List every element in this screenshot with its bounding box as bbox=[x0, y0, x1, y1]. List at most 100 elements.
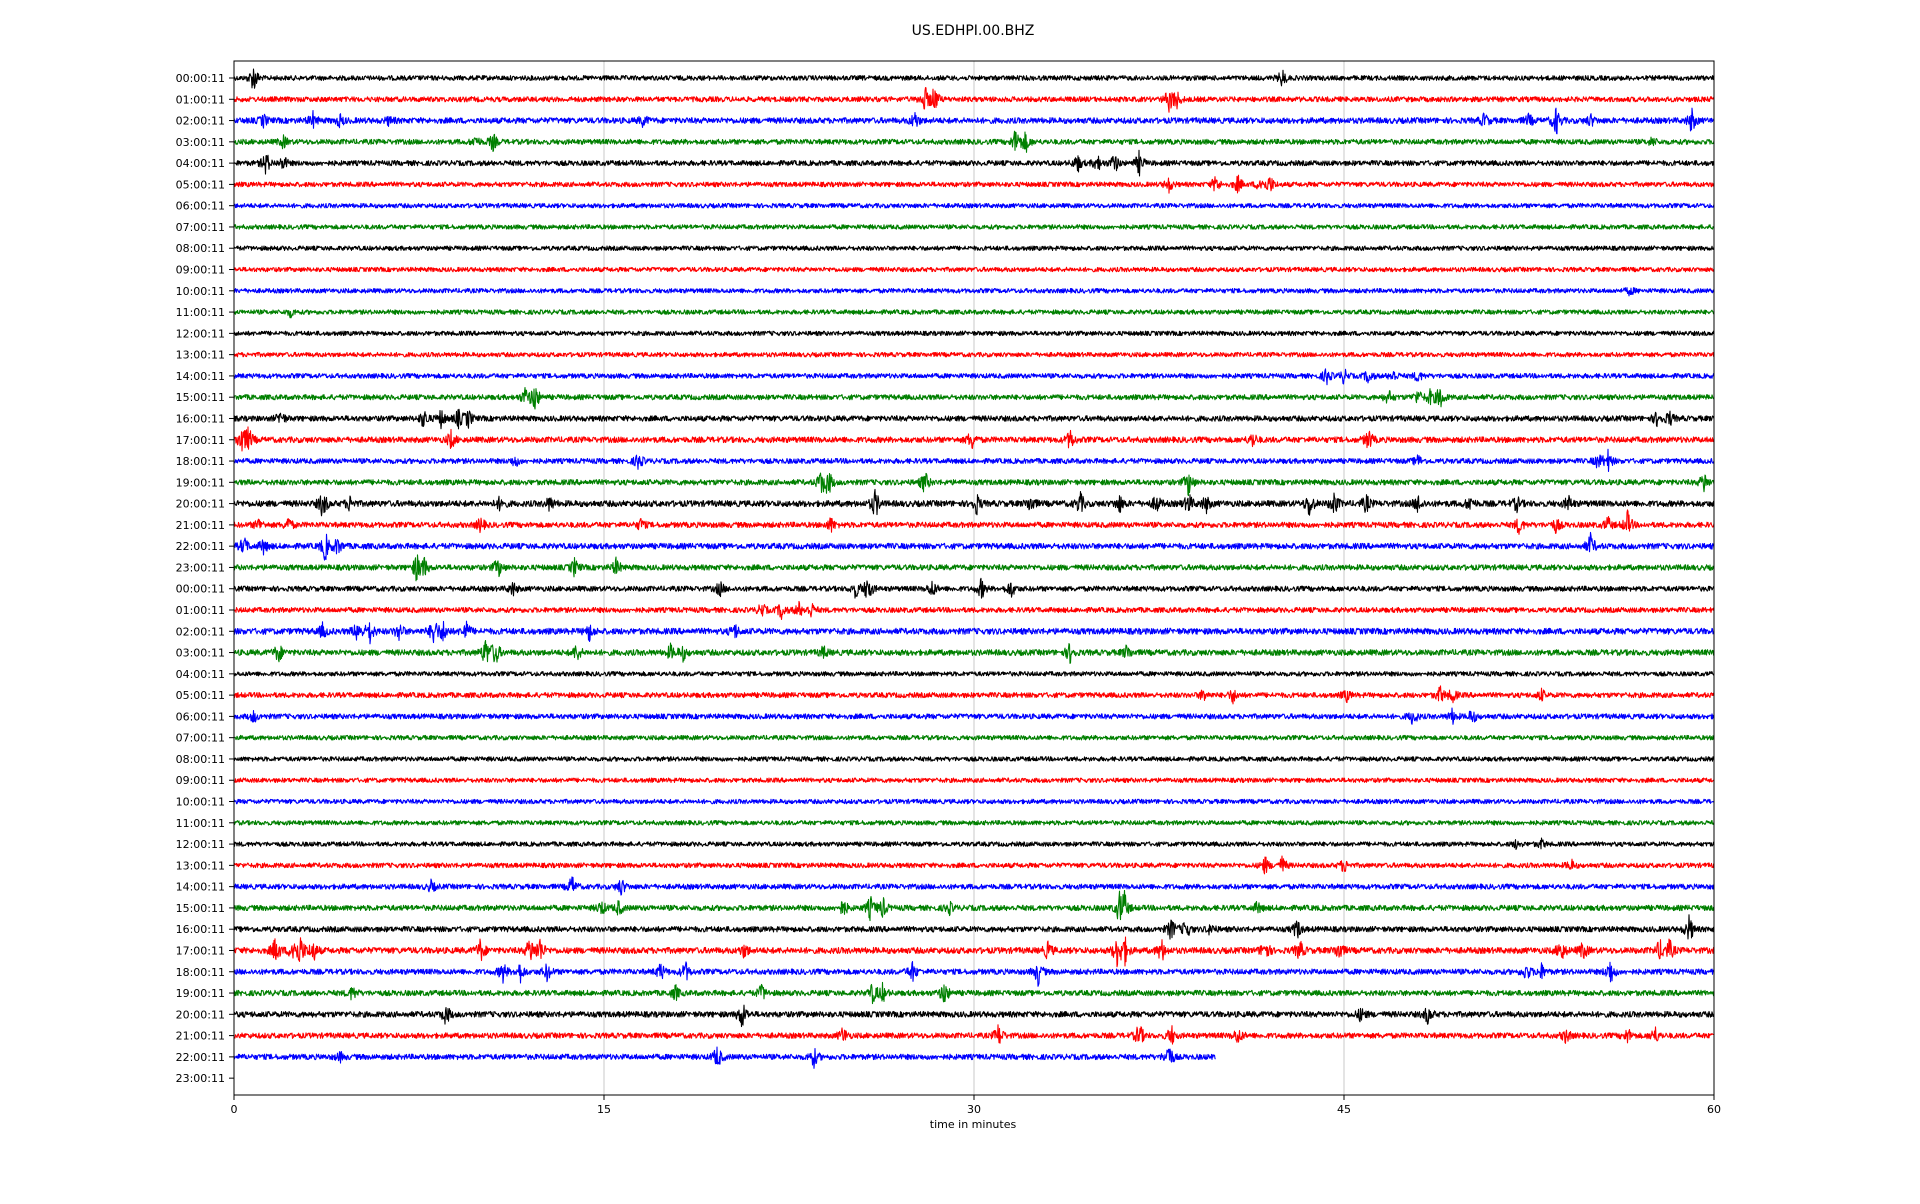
trace-24 bbox=[233, 577, 1715, 599]
trace-22 bbox=[233, 531, 1715, 561]
trace-30 bbox=[233, 707, 1715, 725]
x-tick-label-3: 45 bbox=[1337, 1103, 1351, 1116]
trace-21 bbox=[233, 509, 1715, 535]
trace-43 bbox=[233, 981, 1715, 1005]
trace-46 bbox=[233, 1046, 1216, 1069]
trace-23 bbox=[233, 554, 1715, 582]
row-label-8: 08:00:11 bbox=[176, 242, 225, 255]
row-label-32: 08:00:11 bbox=[176, 753, 225, 766]
row-label-2: 02:00:11 bbox=[176, 115, 225, 128]
trace-38 bbox=[233, 876, 1715, 896]
trace-28 bbox=[233, 671, 1715, 677]
trace-11 bbox=[233, 309, 1715, 319]
trace-34 bbox=[233, 798, 1715, 805]
trace-31 bbox=[233, 734, 1715, 741]
trace-16 bbox=[233, 408, 1715, 430]
x-axis-label: time in minutes bbox=[930, 1118, 1017, 1131]
trace-19 bbox=[233, 472, 1715, 497]
trace-2 bbox=[233, 107, 1715, 135]
row-label-3: 03:00:11 bbox=[176, 136, 225, 149]
trace-25 bbox=[233, 600, 1715, 620]
row-label-40: 16:00:11 bbox=[176, 923, 225, 936]
row-label-35: 11:00:11 bbox=[176, 817, 225, 830]
row-label-29: 05:00:11 bbox=[176, 689, 225, 702]
trace-18 bbox=[233, 448, 1715, 472]
trace-7 bbox=[233, 224, 1715, 230]
row-label-45: 21:00:11 bbox=[176, 1030, 225, 1043]
row-label-layer: 00:00:11 01:00:11 02:00:11 03:00:11 04:00:11… bbox=[176, 72, 234, 1085]
trace-6 bbox=[233, 202, 1715, 209]
trace-40 bbox=[233, 914, 1715, 940]
trace-45 bbox=[233, 1024, 1715, 1045]
row-label-0: 00:00:11 bbox=[176, 72, 225, 85]
row-label-16: 16:00:11 bbox=[176, 412, 225, 425]
x-tick-label-1: 15 bbox=[597, 1103, 611, 1116]
x-tick-label-4: 60 bbox=[1707, 1103, 1721, 1116]
grid-layer bbox=[603, 61, 1345, 1095]
trace-17 bbox=[233, 426, 1715, 452]
chart-title: US.EDHPI.00.BHZ bbox=[912, 23, 1035, 39]
row-label-27: 03:00:11 bbox=[176, 647, 225, 660]
trace-15 bbox=[233, 386, 1715, 410]
trace-44 bbox=[233, 1004, 1715, 1028]
x-tick-label-0: 0 bbox=[231, 1103, 238, 1116]
row-label-26: 02:00:11 bbox=[176, 625, 225, 638]
row-label-12: 12:00:11 bbox=[176, 327, 225, 340]
trace-8 bbox=[233, 245, 1715, 252]
row-label-15: 15:00:11 bbox=[176, 391, 225, 404]
row-label-31: 07:00:11 bbox=[176, 732, 225, 745]
row-label-1: 01:00:11 bbox=[176, 93, 225, 106]
row-label-47: 23:00:11 bbox=[176, 1072, 225, 1085]
row-label-4: 04:00:11 bbox=[176, 157, 225, 170]
trace-1 bbox=[233, 87, 1715, 113]
trace-32 bbox=[233, 756, 1715, 762]
row-label-39: 15:00:11 bbox=[176, 902, 225, 915]
trace-3 bbox=[233, 130, 1715, 153]
row-label-17: 17:00:11 bbox=[176, 434, 225, 447]
row-label-20: 20:00:11 bbox=[176, 498, 225, 511]
trace-9 bbox=[233, 266, 1715, 273]
row-label-43: 19:00:11 bbox=[176, 987, 225, 1000]
row-label-5: 05:00:11 bbox=[176, 178, 225, 191]
row-label-36: 12:00:11 bbox=[176, 838, 225, 851]
trace-42 bbox=[233, 961, 1715, 987]
row-label-25: 01:00:11 bbox=[176, 604, 225, 617]
row-label-23: 23:00:11 bbox=[176, 561, 225, 574]
row-label-11: 11:00:11 bbox=[176, 306, 225, 319]
row-label-13: 13:00:11 bbox=[176, 349, 225, 362]
trace-14 bbox=[233, 368, 1715, 386]
x-tick-layer: 0 15 30 45 60 bbox=[231, 1095, 1721, 1116]
trace-10 bbox=[233, 287, 1715, 297]
row-label-24: 00:00:11 bbox=[176, 583, 225, 596]
trace-13 bbox=[233, 351, 1715, 358]
trace-20 bbox=[233, 488, 1715, 517]
row-label-44: 20:00:11 bbox=[176, 1008, 225, 1021]
row-label-21: 21:00:11 bbox=[176, 519, 225, 532]
row-label-10: 10:00:11 bbox=[176, 285, 225, 298]
row-label-46: 22:00:11 bbox=[176, 1051, 225, 1064]
row-label-22: 22:00:11 bbox=[176, 540, 225, 553]
trace-5 bbox=[233, 174, 1715, 194]
trace-4 bbox=[233, 149, 1715, 177]
row-label-30: 06:00:11 bbox=[176, 710, 225, 723]
trace-37 bbox=[233, 855, 1715, 875]
row-label-14: 14:00:11 bbox=[176, 370, 225, 383]
trace-36 bbox=[233, 837, 1715, 850]
row-label-6: 06:00:11 bbox=[176, 200, 225, 213]
row-label-7: 07:00:11 bbox=[176, 221, 225, 234]
trace-35 bbox=[233, 820, 1715, 826]
row-label-34: 10:00:11 bbox=[176, 796, 225, 809]
trace-layer bbox=[233, 68, 1715, 1069]
trace-41 bbox=[233, 936, 1715, 968]
row-label-33: 09:00:11 bbox=[176, 774, 225, 787]
trace-39 bbox=[233, 889, 1715, 922]
trace-29 bbox=[233, 685, 1715, 705]
trace-26 bbox=[233, 620, 1715, 645]
row-label-18: 18:00:11 bbox=[176, 455, 225, 468]
row-label-38: 14:00:11 bbox=[176, 881, 225, 894]
trace-0 bbox=[233, 68, 1715, 89]
row-label-19: 19:00:11 bbox=[176, 476, 225, 489]
row-label-41: 17:00:11 bbox=[176, 944, 225, 957]
